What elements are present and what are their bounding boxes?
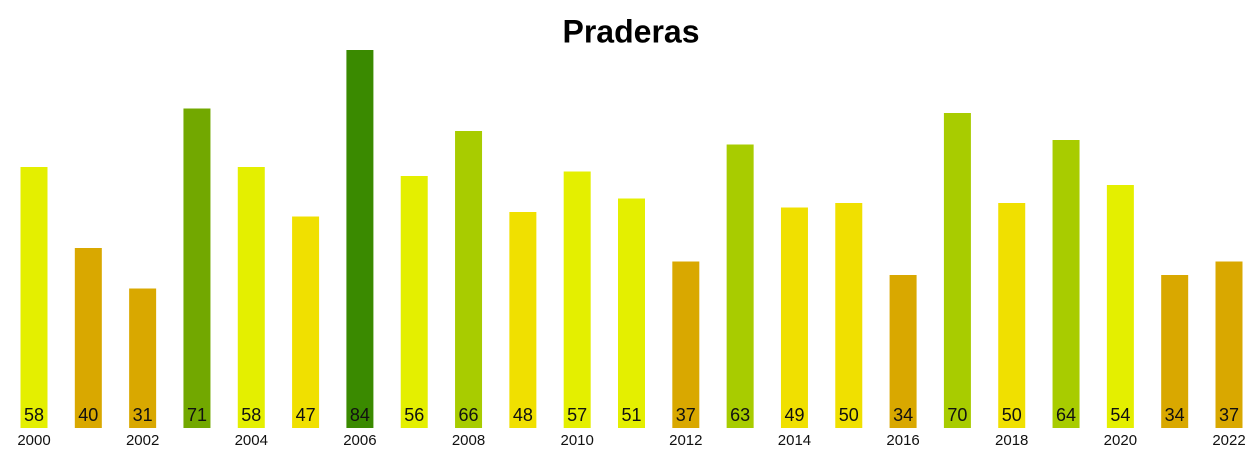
- value-label: 66: [459, 405, 479, 425]
- value-label: 34: [1165, 405, 1185, 425]
- x-tick-label: 2002: [126, 432, 159, 449]
- bar: [1052, 140, 1080, 428]
- x-tick-label: 2006: [343, 432, 376, 449]
- bar: [563, 171, 591, 428]
- bar: [1106, 185, 1134, 428]
- value-label: 47: [296, 405, 316, 425]
- bar: [129, 288, 157, 428]
- value-label: 84: [350, 405, 370, 425]
- bar: [509, 212, 537, 428]
- x-tick-label: 2010: [560, 432, 593, 449]
- x-tick-label: 2008: [452, 432, 485, 449]
- bar: [455, 131, 483, 428]
- value-label: 51: [621, 405, 641, 425]
- value-label: 50: [839, 405, 859, 425]
- value-label: 64: [1056, 405, 1076, 425]
- value-label: 34: [893, 405, 913, 425]
- chart-title: Praderas: [563, 13, 700, 49]
- bar: [726, 144, 754, 428]
- bar: [20, 167, 48, 428]
- value-label: 37: [1219, 405, 1239, 425]
- value-label: 54: [1110, 405, 1130, 425]
- x-tick-label: 2018: [995, 432, 1028, 449]
- bar: [618, 198, 645, 428]
- value-label: 37: [676, 405, 696, 425]
- value-label: 48: [513, 405, 533, 425]
- bar: [292, 216, 320, 428]
- value-label: 56: [404, 405, 424, 425]
- bar: [889, 275, 917, 428]
- value-label: 31: [133, 405, 153, 425]
- x-tick-label: 2020: [1104, 432, 1137, 449]
- bar: [1161, 275, 1189, 428]
- bar: [780, 207, 808, 428]
- bar: [237, 167, 265, 428]
- x-tick-label: 2014: [778, 432, 811, 449]
- value-label: 71: [187, 405, 207, 425]
- value-label: 63: [730, 405, 750, 425]
- bar: [74, 248, 102, 428]
- value-label: 50: [1002, 405, 1022, 425]
- value-label: 70: [947, 405, 967, 425]
- bar: [672, 261, 700, 428]
- bar: [1215, 261, 1243, 428]
- value-label: 58: [241, 405, 261, 425]
- value-label: 40: [78, 405, 98, 425]
- x-tick-label: 2012: [669, 432, 702, 449]
- x-tick-label: 2016: [886, 432, 919, 449]
- x-tick-label: 2004: [235, 432, 268, 449]
- bar: [183, 108, 211, 428]
- bar: [998, 203, 1026, 428]
- bar: [346, 50, 374, 428]
- x-tick-label: 2000: [17, 432, 50, 449]
- bar: [400, 176, 428, 428]
- value-label: 49: [784, 405, 804, 425]
- value-label: 58: [24, 405, 44, 425]
- value-label: 57: [567, 405, 587, 425]
- bar: [943, 113, 971, 428]
- bar: [835, 203, 863, 428]
- x-tick-label: 2022: [1212, 432, 1245, 449]
